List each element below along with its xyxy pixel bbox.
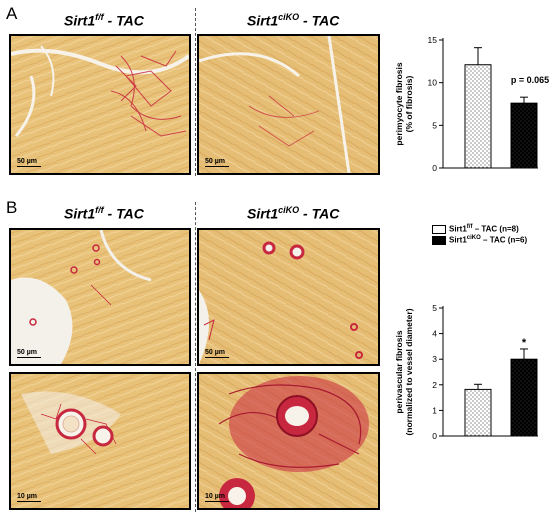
bar-0 [464, 64, 492, 169]
y-tick-label: 0 [432, 163, 437, 173]
y-tick-label: 1 [432, 405, 437, 415]
legend-swatch-dotted [432, 225, 446, 235]
panel-letter-b: B [6, 198, 18, 217]
panel-b-divider [195, 202, 196, 512]
scalebar-b-control-high: 10 µm [17, 493, 41, 502]
y-axis-label-1-0: perivascular fibrosis [394, 330, 404, 413]
bar-0 [464, 388, 492, 437]
y-tick-label: 2 [432, 380, 437, 390]
panel-letter-a: A [6, 4, 18, 23]
panel-b-header-right: Sirt1ciKO - TAC [247, 205, 340, 222]
panel-a-header-left: Sirt1f/f - TAC [64, 12, 144, 29]
scalebar-b-control-low: 50 µm [17, 349, 41, 358]
scalebar-a-control: 50 µm [17, 158, 41, 167]
y-tick-label: 4 [432, 329, 437, 339]
bar-1 [510, 102, 538, 169]
y-tick-label: 10 [428, 78, 438, 88]
y-tick-label: 5 [432, 303, 437, 313]
y-tick-label: 0 [432, 431, 437, 441]
y-tick-label: 5 [432, 120, 437, 130]
scalebar-b-ciko-high: 10 µm [205, 493, 229, 502]
panel-b-header-left: Sirt1f/f - TAC [64, 205, 144, 222]
micrograph-b-control-low: 50 µm [9, 228, 191, 366]
panel-a-divider [195, 8, 196, 176]
y-tick-label: 15 [428, 35, 438, 45]
panel-a-header-right: Sirt1ciKO - TAC [247, 12, 340, 29]
chart-perivascular-fibrosis: perivascular fibrosis (normalized to vess… [394, 303, 538, 441]
chart-perimyocyte-fibrosis: perimyocyte fibrosis (% of fibrosis) 0 5 10 1… [394, 35, 549, 173]
y-axis-label-0-0: perimyocyte fibrosis [394, 62, 404, 145]
scalebar-a-ciko: 50 µm [205, 158, 229, 167]
micrograph-a-ciko: 50 µm [197, 34, 380, 175]
significance-annotation: p = 0.065 [511, 75, 549, 85]
y-tick-label: 3 [432, 354, 437, 364]
legend-swatch-black [432, 236, 446, 246]
micrograph-b-control-high: 10 µm [9, 372, 191, 510]
significance-annotation: * [522, 337, 527, 349]
y-axis-label-1-1: (normalized to vessel diameter) [404, 308, 414, 435]
legend-item-ciko: Sirt1ciKO – TAC (n=6) [432, 235, 527, 246]
micrograph-a-control: 50 µm [9, 34, 191, 175]
micrograph-b-ciko-high: 10 µm [197, 372, 380, 510]
micrograph-b-ciko-low: 50 µm [197, 228, 380, 366]
scalebar-b-ciko-low: 50 µm [205, 349, 229, 358]
legend-item-control: Sirt1f/f – TAC (n=8) [432, 224, 519, 235]
bar-1 [510, 358, 538, 437]
y-axis-label-0-1: (% of fibrosis) [404, 76, 414, 133]
